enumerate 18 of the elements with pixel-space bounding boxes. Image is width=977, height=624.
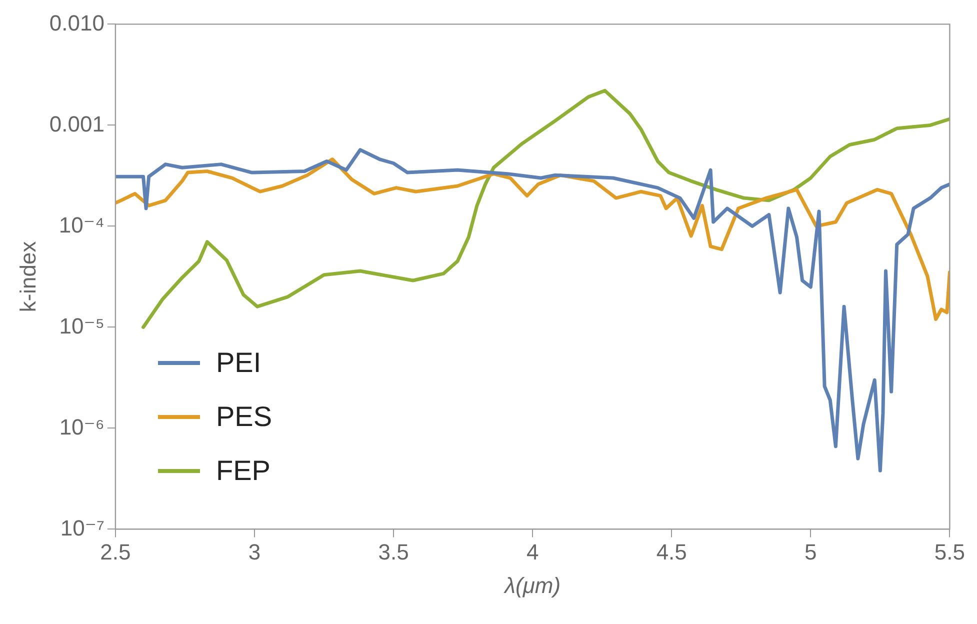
x-tick-label: 5.5 [934,539,966,564]
legend-label: FEP [216,455,270,487]
x-tick-label: 2.5 [100,539,131,564]
y-axis-title: k-index [15,241,40,312]
y-tick-label: 0.001 [49,111,104,136]
y-tick-label: 10⁻⁵ [59,313,104,338]
y-tick-label: 10⁻⁶ [59,414,104,440]
y-tick-label: 10⁻⁷ [60,515,104,540]
legend-label: PES [216,401,272,433]
x-tick-label: 3.5 [378,539,409,564]
y-tick-label: 10⁻⁴ [58,212,104,238]
x-tick-label: 4.5 [656,539,687,564]
x-tick-label: 3 [248,539,261,564]
x-axis-title: λ(μm) [504,572,561,598]
x-tick-label: 4 [526,539,539,564]
y-tick-label: 0.010 [49,10,104,36]
x-tick-label: 5 [804,539,817,564]
legend-label: PEI [216,347,262,379]
